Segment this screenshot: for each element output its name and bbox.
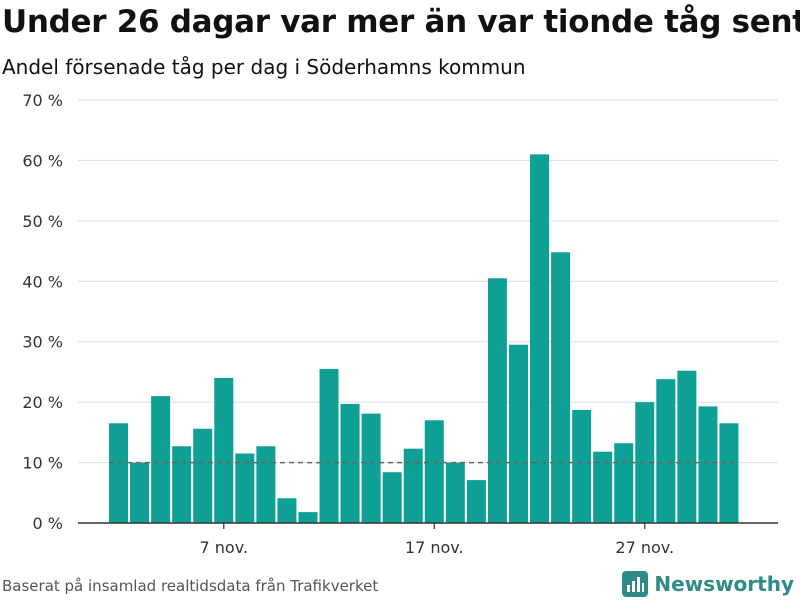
chart-subtitle: Andel försenade tåg per dag i Söderhamns… [2,55,526,79]
bar[interactable] [151,396,171,523]
bar[interactable] [340,403,360,523]
bar[interactable] [677,370,697,523]
bar[interactable] [319,368,339,523]
bar[interactable] [361,413,381,523]
bar[interactable] [256,446,276,523]
bar[interactable] [508,344,528,523]
bar[interactable] [656,379,676,523]
bar[interactable] [572,409,592,523]
chart-title: Under 26 dagar var mer än var tionde tåg… [2,4,800,40]
brand-name: Newsworthy [654,572,794,596]
y-tick-label: 0 % [33,514,63,533]
x-tick-label: 7 nov. [200,538,249,557]
y-tick-label: 20 % [22,393,63,412]
bar[interactable] [593,451,613,523]
bar[interactable] [172,446,192,523]
bar[interactable] [235,453,255,523]
bar[interactable] [445,462,465,523]
y-tick-label: 70 % [22,91,63,110]
x-tick-label: 27 nov. [615,538,674,557]
bar[interactable] [614,443,634,523]
bar[interactable] [382,472,402,523]
bar[interactable] [403,448,423,523]
bar[interactable] [424,420,444,523]
newsworthy-chart-icon [622,571,649,597]
y-tick-label: 60 % [22,151,63,170]
bar[interactable] [719,423,739,523]
bar[interactable] [193,428,213,523]
bars [109,154,739,523]
bar[interactable] [277,498,297,523]
bar[interactable] [130,462,150,523]
bar[interactable] [487,278,507,523]
bar[interactable] [298,512,318,523]
bar[interactable] [530,154,550,523]
bar[interactable] [214,377,234,523]
bar[interactable] [466,480,486,523]
x-tick-label: 17 nov. [405,538,464,557]
y-tick-label: 10 % [22,454,63,473]
y-tick-label: 40 % [22,272,63,291]
bar[interactable] [109,423,129,523]
y-tick-label: 50 % [22,212,63,231]
bar[interactable] [551,252,571,523]
y-axis-tick-labels: 0 % 10 % 20 % 30 % 40 % 50 % 60 % 70 % [22,91,63,533]
y-tick-label: 30 % [22,333,63,352]
x-axis [78,522,778,529]
source-note: Baserat på insamlad realtidsdata från Tr… [2,577,379,595]
bar[interactable] [698,406,718,523]
x-axis-tick-labels: 7 nov. 17 nov. 27 nov. [200,538,675,557]
brand-logo[interactable]: Newsworthy [622,569,794,599]
